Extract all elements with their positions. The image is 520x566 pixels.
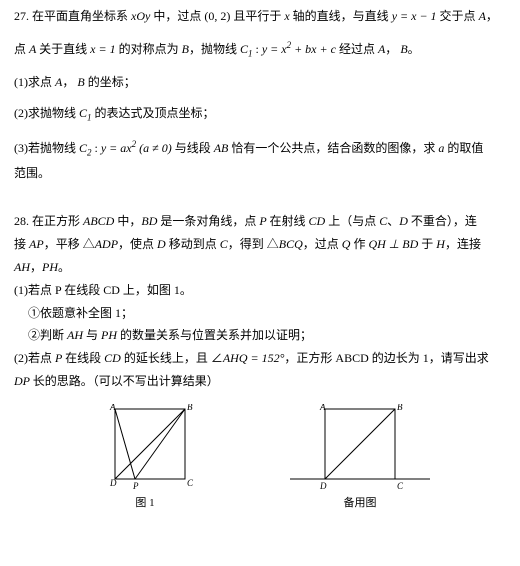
figure-2-caption: 备用图 [344,496,377,511]
figure-1-caption: 图 1 [135,496,154,511]
q28-line3: AH，PH。 [14,259,506,276]
q28-part1-sub1: ①依题意补全图 1； [14,305,506,322]
label-D: D [109,478,117,488]
label-B2: B [397,404,403,412]
q28-num: 28. [14,214,29,228]
figure-row: A B C D P 图 1 A B C D 备用图 [14,404,506,511]
q28-part1: (1)若点 P 在线段 CD 上，如图 1。 [14,282,506,299]
figure-1-svg: A B C D P [90,404,200,494]
label-C2: C [397,481,404,491]
q28-part1-sub2: ②判断 AH 与 PH 的数量关系与位置关系并加以证明； [14,327,506,344]
label-P: P [132,481,139,491]
label-B: B [187,404,193,412]
q27-part1: (1)求点 A， B 的坐标； [14,74,506,91]
q27-part2: (2)求抛物线 C1 的表达式及顶点坐标； [14,105,506,124]
q27-part3: (3)若抛物线 C2 : y = ax2 (a ≠ 0) 与线段 AB 恰有一个… [14,138,506,159]
label-C: C [187,478,194,488]
q28-part2: (2)若点 P 在线段 CD 的延长线上，且 ∠AHQ = 152°，正方形 A… [14,350,506,367]
figure-1: A B C D P 图 1 [90,404,200,511]
label-A: A [109,404,116,412]
label-A2: A [319,404,326,412]
q28-line2: 接 AP，平移 △ADP，使点 D 移动到点 C，得到 △BCQ，过点 Q 作 … [14,236,506,253]
figure-2: A B C D 备用图 [290,404,430,511]
q27-line2: 点 A 关于直线 x = 1 的对称点为 B，抛物线 C1 : y = x2 +… [14,39,506,60]
q27-part3b: 范围。 [14,165,506,182]
q28-line1: 28. 在正方形 ABCD 中，BD 是一条对角线，点 P 在射线 CD 上（与… [14,213,506,230]
q28-part2b: DP 长的思路。（可以不写出计算结果） [14,373,506,390]
figure-2-svg: A B C D [290,404,430,494]
q27-line1: 27. 在平面直角坐标系 xOy 中，过点 (0, 2) 且平行于 x 轴的直线… [14,8,506,25]
q27-num: 27. [14,9,29,23]
label-D2: D [319,481,327,491]
